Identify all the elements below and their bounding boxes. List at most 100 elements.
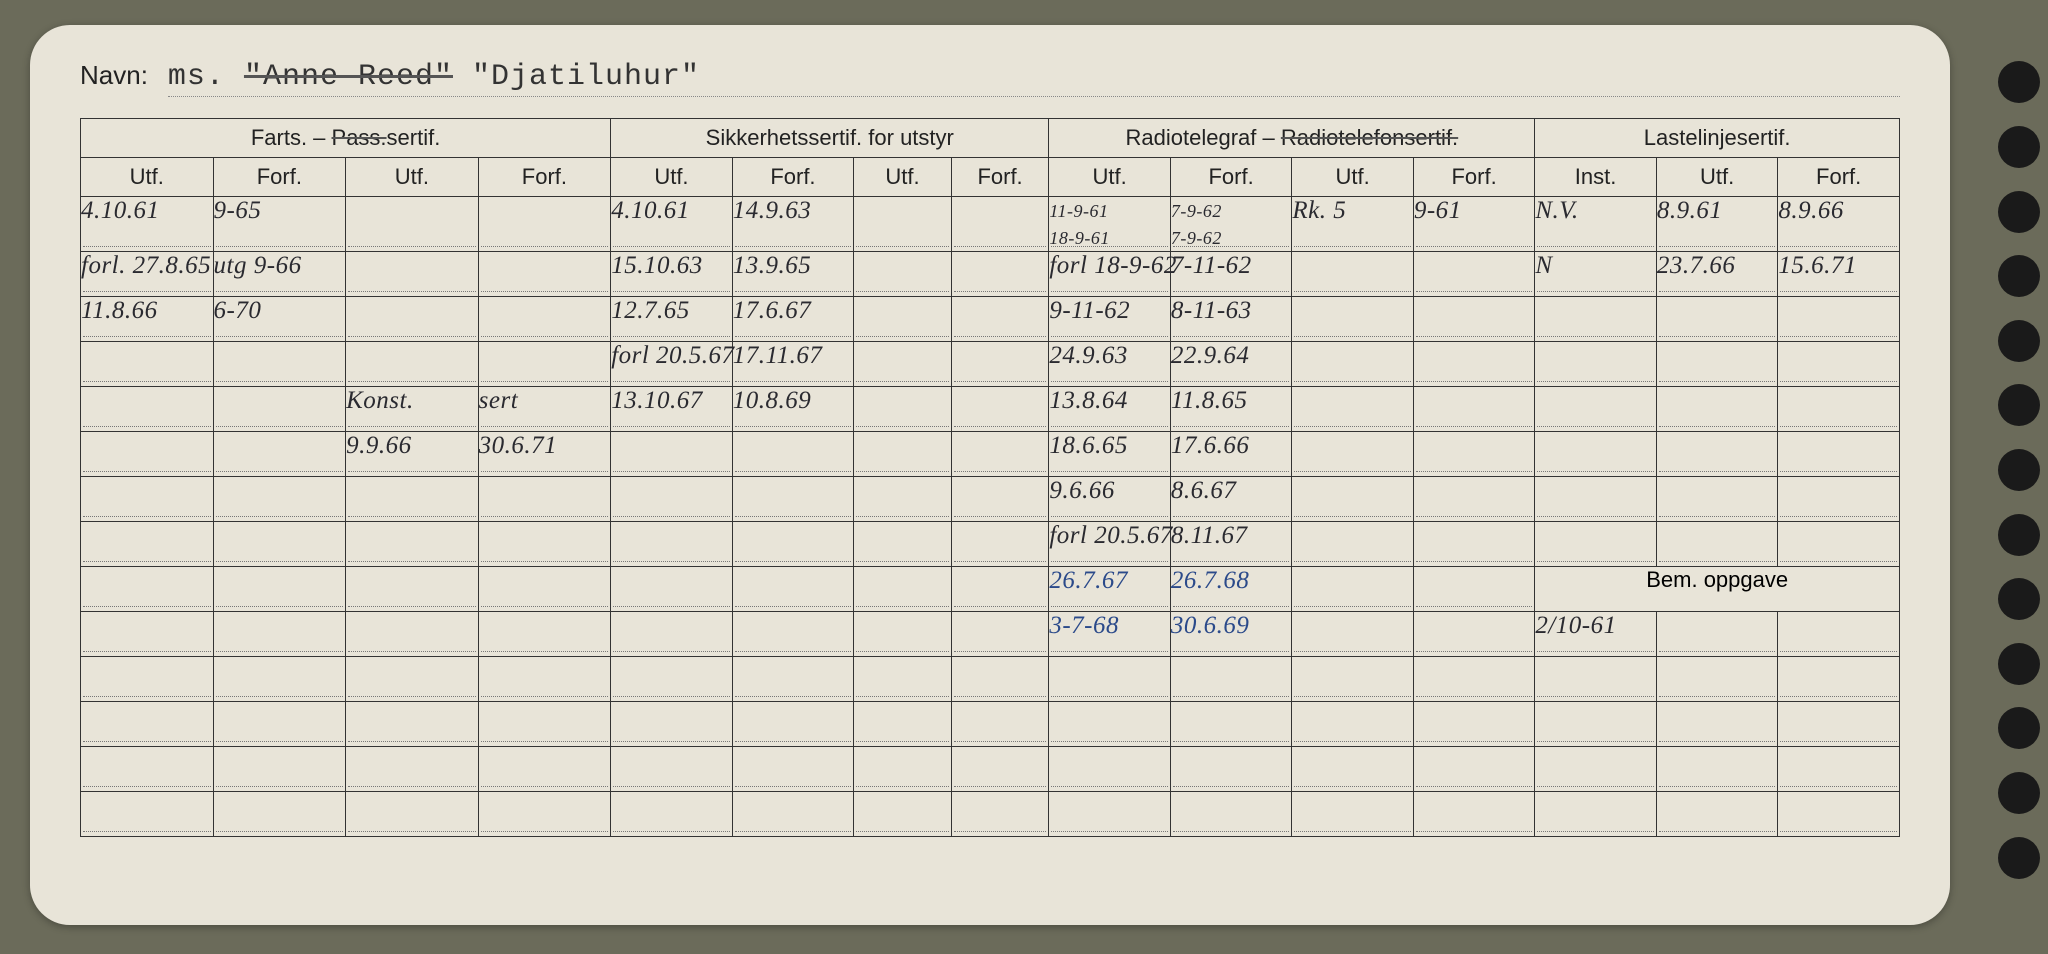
- table-cell: [854, 432, 952, 477]
- table-cell: [478, 792, 611, 837]
- table-cell: 11.8.65: [1170, 387, 1292, 432]
- table-cell: 15.10.63: [611, 252, 733, 297]
- table-cell: [1656, 477, 1778, 522]
- table-cell: 30.6.69: [1170, 612, 1292, 657]
- binder-holes: [1988, 30, 2048, 910]
- table-cell: 9.6.66: [1049, 477, 1171, 522]
- table-row: forl 20.5.6717.11.6724.9.6322.9.64: [81, 342, 1900, 387]
- table-cell: [951, 197, 1049, 252]
- table-cell: [213, 432, 346, 477]
- table-cell: [1413, 567, 1535, 612]
- table-cell: [1170, 792, 1292, 837]
- table-cell: 17.6.66: [1170, 432, 1292, 477]
- table-cell: 26.7.67: [1049, 567, 1171, 612]
- table-cell: [1656, 747, 1778, 792]
- table-cell: [854, 747, 952, 792]
- table-cell: [1535, 747, 1657, 792]
- table-cell: [951, 252, 1049, 297]
- table-cell: [1778, 297, 1900, 342]
- table-cell: [1292, 612, 1414, 657]
- binder-hole: [1998, 514, 2040, 556]
- cell-value: 24.9.63: [1049, 342, 1128, 369]
- cell-value: forl 20.5.67: [1049, 522, 1172, 549]
- cell-value: N.V.: [1535, 197, 1578, 224]
- table-cell: [1292, 477, 1414, 522]
- cell-value: 7-9-627-9-62: [1171, 201, 1222, 248]
- table-cell: [213, 612, 346, 657]
- cell-value: Konst.: [346, 387, 414, 414]
- table-cell: [1656, 432, 1778, 477]
- table-cell: [81, 792, 214, 837]
- table-cell: 7-11-62: [1170, 252, 1292, 297]
- column-header: Forf.: [1778, 158, 1900, 197]
- table-row: 9.6.668.6.67: [81, 477, 1900, 522]
- table-cell: utg 9-66: [213, 252, 346, 297]
- table-cell: 7-9-627-9-62: [1170, 197, 1292, 252]
- table-cell: [951, 522, 1049, 567]
- table-cell: [1413, 297, 1535, 342]
- table-cell: 8.6.67: [1170, 477, 1292, 522]
- table-cell: [81, 522, 214, 567]
- table-cell: [854, 567, 952, 612]
- table-cell: 8.9.61: [1656, 197, 1778, 252]
- column-header: Utf.: [1292, 158, 1414, 197]
- table-cell: [1778, 612, 1900, 657]
- table-cell: [1049, 702, 1171, 747]
- table-cell: [478, 702, 611, 747]
- table-cell: [1535, 792, 1657, 837]
- table-cell: 24.9.63: [1049, 342, 1171, 387]
- column-header: Forf.: [478, 158, 611, 197]
- cell-value: 9.9.66: [346, 432, 412, 459]
- table-cell: [951, 747, 1049, 792]
- binder-hole: [1998, 772, 2040, 814]
- table-cell: [611, 747, 733, 792]
- table-cell: 22.9.64: [1170, 342, 1292, 387]
- table-cell: [1292, 657, 1414, 702]
- table-cell: [1535, 477, 1657, 522]
- table-cell: [346, 522, 479, 567]
- table-cell: forl 20.5.67: [1049, 522, 1171, 567]
- column-header: Forf.: [1170, 158, 1292, 197]
- table-cell: 9-61: [1413, 197, 1535, 252]
- table-cell: [213, 567, 346, 612]
- table-cell: 4.10.61: [81, 197, 214, 252]
- cell-value: 8.9.61: [1657, 197, 1723, 224]
- table-cell: [611, 522, 733, 567]
- table-cell: [346, 567, 479, 612]
- table-cell: forl 20.5.67: [611, 342, 733, 387]
- cell-value: 11.8.66: [81, 297, 158, 324]
- group-header: Radiotelegraf – Radiotelefonsertif.: [1049, 119, 1535, 158]
- card-content: Navn: ms. "Anne Reed" "Djatiluhur" Farts…: [30, 25, 1950, 857]
- table-cell: [951, 342, 1049, 387]
- table-cell: [854, 477, 952, 522]
- table-cell: [346, 747, 479, 792]
- name-row: Navn: ms. "Anne Reed" "Djatiluhur": [80, 60, 1900, 110]
- table-cell: 9-65: [213, 197, 346, 252]
- table-cell: [1413, 387, 1535, 432]
- cell-value: 22.9.64: [1171, 342, 1250, 369]
- column-header: Inst.: [1535, 158, 1657, 197]
- table-cell: [213, 657, 346, 702]
- cell-value: 15.6.71: [1778, 252, 1857, 279]
- table-cell: [1170, 657, 1292, 702]
- table-cell: [1535, 387, 1657, 432]
- table-cell: [1049, 792, 1171, 837]
- table-cell: [346, 612, 479, 657]
- table-cell: [1049, 657, 1171, 702]
- table-cell: [611, 792, 733, 837]
- cell-value: forl 18-9-62: [1049, 252, 1177, 279]
- table-cell: [346, 702, 479, 747]
- table-cell: 26.7.68: [1170, 567, 1292, 612]
- table-cell: [478, 522, 611, 567]
- table-cell: [611, 432, 733, 477]
- cell-value: 8.9.66: [1778, 197, 1844, 224]
- cell-value: 6-70: [214, 297, 262, 324]
- cell-value: 14.9.63: [733, 197, 812, 224]
- table-cell: [213, 387, 346, 432]
- table-cell: [478, 567, 611, 612]
- table-cell: 30.6.71: [478, 432, 611, 477]
- table-cell: 15.6.71: [1778, 252, 1900, 297]
- table-cell: 12.7.65: [611, 297, 733, 342]
- table-cell: 8.11.67: [1170, 522, 1292, 567]
- table-cell: [854, 702, 952, 747]
